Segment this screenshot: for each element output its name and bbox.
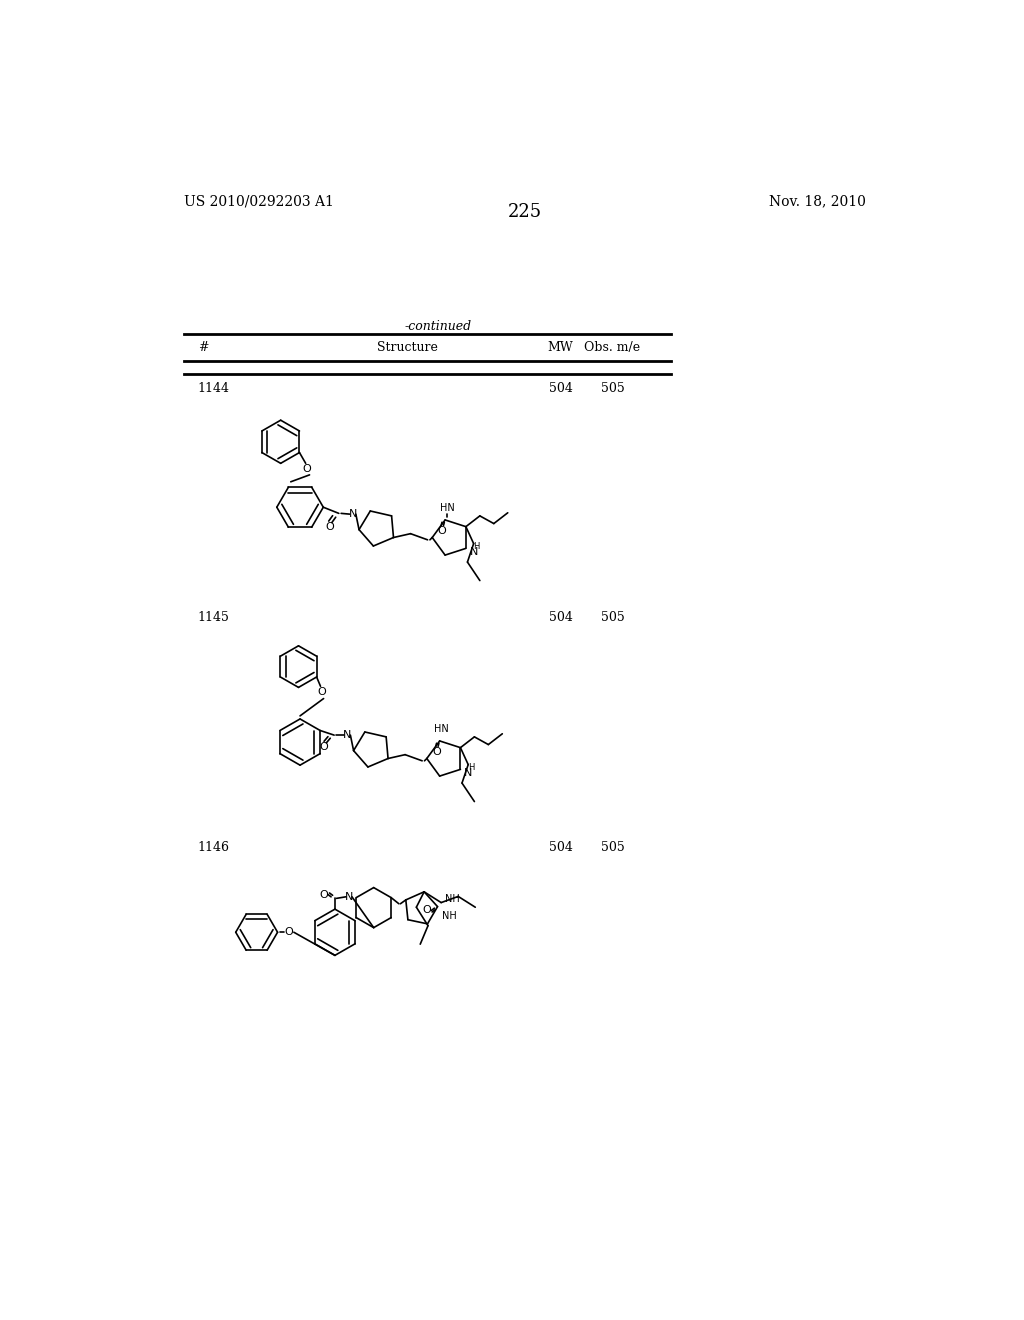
- Text: -continued: -continued: [404, 321, 472, 333]
- Text: O: O: [317, 688, 327, 697]
- Text: #: #: [198, 342, 208, 354]
- Text: H: H: [473, 543, 480, 552]
- Text: O: O: [284, 927, 293, 937]
- Text: US 2010/0292203 A1: US 2010/0292203 A1: [183, 194, 334, 209]
- Text: N: N: [345, 892, 353, 902]
- Text: HN: HN: [439, 503, 455, 513]
- Text: N: N: [464, 768, 472, 779]
- Text: Structure: Structure: [377, 342, 437, 354]
- Text: O: O: [326, 523, 334, 532]
- Text: O: O: [437, 525, 446, 536]
- Text: HN: HN: [434, 725, 449, 734]
- Text: O: O: [432, 747, 441, 756]
- Text: 1145: 1145: [198, 611, 229, 624]
- Text: 505: 505: [600, 841, 625, 854]
- Text: O: O: [422, 904, 431, 915]
- Text: 1144: 1144: [198, 381, 229, 395]
- Text: 504: 504: [549, 381, 572, 395]
- Text: N: N: [348, 510, 357, 519]
- Text: 505: 505: [600, 381, 625, 395]
- Text: 505: 505: [600, 611, 625, 624]
- Text: NH: NH: [445, 894, 460, 904]
- Text: N: N: [469, 548, 478, 557]
- Text: H: H: [468, 763, 474, 772]
- Text: 225: 225: [508, 203, 542, 220]
- Text: 504: 504: [549, 611, 572, 624]
- Text: NH: NH: [442, 911, 457, 921]
- Text: O: O: [319, 890, 329, 900]
- Text: Nov. 18, 2010: Nov. 18, 2010: [769, 194, 866, 209]
- Text: MW: MW: [548, 342, 573, 354]
- Text: 1146: 1146: [198, 841, 229, 854]
- Text: O: O: [303, 465, 311, 474]
- Text: N: N: [343, 730, 351, 741]
- Text: Obs. m/e: Obs. m/e: [585, 342, 640, 354]
- Text: 504: 504: [549, 841, 572, 854]
- Text: O: O: [318, 742, 328, 752]
